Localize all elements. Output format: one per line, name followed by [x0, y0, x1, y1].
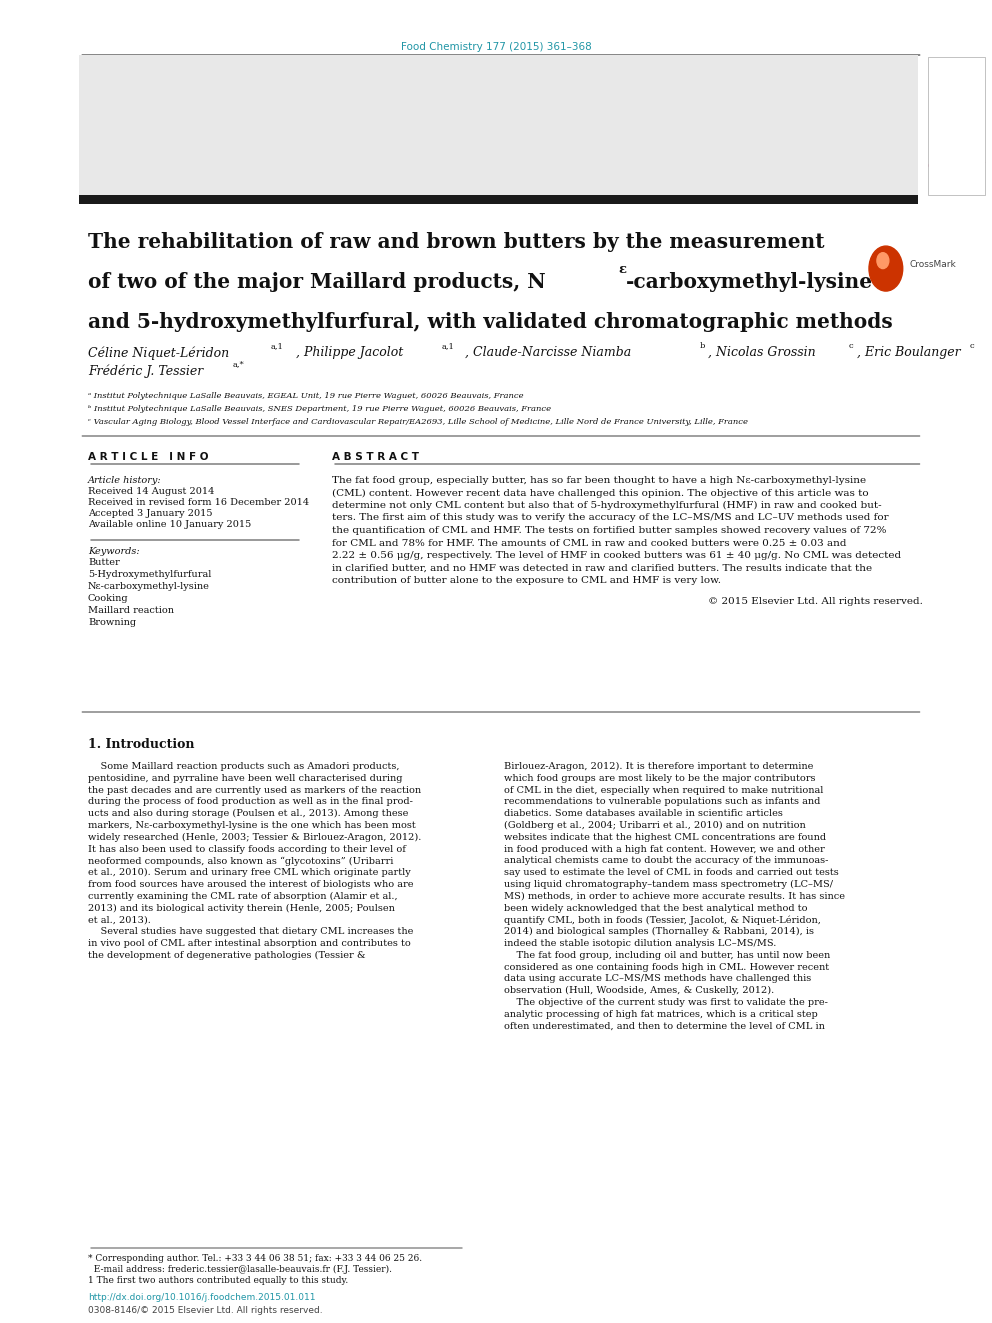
- Text: say used to estimate the level of CML in foods and carried out tests: say used to estimate the level of CML in…: [504, 868, 839, 877]
- Text: 1. Introduction: 1. Introduction: [88, 738, 194, 751]
- Text: Food Chemistry 177 (2015) 361–368: Food Chemistry 177 (2015) 361–368: [401, 42, 591, 52]
- Text: observation (Hull, Woodside, Ames, & Cuskelly, 2012).: observation (Hull, Woodside, Ames, & Cus…: [504, 986, 774, 995]
- Text: Contents lists available at: Contents lists available at: [427, 70, 565, 79]
- Text: Article history:: Article history:: [88, 476, 162, 486]
- Text: a,*: a,*: [233, 360, 245, 368]
- Text: considered as one containing foods high in CML. However recent: considered as one containing foods high …: [504, 963, 829, 971]
- Text: MS) methods, in order to achieve more accurate results. It has since: MS) methods, in order to achieve more ac…: [504, 892, 845, 901]
- Text: contribution of butter alone to the exposure to CML and HMF is very low.: contribution of butter alone to the expo…: [332, 576, 721, 585]
- Text: The objective of the current study was first to validate the pre-: The objective of the current study was f…: [504, 998, 828, 1007]
- Text: the past decades and are currently used as markers of the reaction: the past decades and are currently used …: [88, 786, 422, 795]
- Text: CrossMark: CrossMark: [910, 261, 956, 269]
- Text: from food sources have aroused the interest of biologists who are: from food sources have aroused the inter…: [88, 880, 414, 889]
- Text: (CML) content. However recent data have challenged this opinion. The objective o: (CML) content. However recent data have …: [332, 488, 869, 497]
- Text: , Eric Boulanger: , Eric Boulanger: [857, 347, 960, 359]
- Text: 1 The first two authors contributed equally to this study.: 1 The first two authors contributed equa…: [88, 1275, 348, 1285]
- Text: of CML in the diet, especially when required to make nutritional: of CML in the diet, especially when requ…: [504, 786, 823, 795]
- Text: ScienceDirect: ScienceDirect: [571, 70, 643, 79]
- Text: 5-Hydroxymethylfurfural: 5-Hydroxymethylfurfural: [88, 570, 211, 579]
- Text: ᶜ Vascular Aging Biology, Blood Vessel Interface and Cardiovascular Repair/EA269: ᶜ Vascular Aging Biology, Blood Vessel I…: [88, 418, 748, 426]
- Text: which food groups are most likely to be the major contributors: which food groups are most likely to be …: [504, 774, 815, 783]
- Text: et al., 2013).: et al., 2013).: [88, 916, 151, 925]
- Text: © 2015 Elsevier Ltd. All rights reserved.: © 2015 Elsevier Ltd. All rights reserved…: [707, 597, 923, 606]
- Text: c: c: [849, 343, 854, 351]
- Text: and 5-hydroxymethylfurfural, with validated chromatographic methods: and 5-hydroxymethylfurfural, with valida…: [88, 312, 893, 332]
- Text: CHEMISTRY: CHEMISTRY: [928, 161, 985, 171]
- Text: neoformed compounds, also known as “glycotoxins” (Uribarri: neoformed compounds, also known as “glyc…: [88, 856, 394, 865]
- Text: diabetics. Some databases available in scientific articles: diabetics. Some databases available in s…: [504, 810, 783, 818]
- Text: http://dx.doi.org/10.1016/j.foodchem.2015.01.011: http://dx.doi.org/10.1016/j.foodchem.201…: [88, 1293, 315, 1302]
- Text: The fat food group, including oil and butter, has until now been: The fat food group, including oil and bu…: [504, 951, 830, 959]
- Text: 2013) and its biological activity therein (Henle, 2005; Poulsen: 2013) and its biological activity therei…: [88, 904, 395, 913]
- Text: FOOD: FOOD: [931, 140, 981, 155]
- Text: in food produced with a high fat content. However, we and other: in food produced with a high fat content…: [504, 844, 824, 853]
- Text: a,1: a,1: [442, 343, 455, 351]
- Text: 0308-8146/© 2015 Elsevier Ltd. All rights reserved.: 0308-8146/© 2015 Elsevier Ltd. All right…: [88, 1306, 322, 1315]
- Text: markers, Nε-carboxymethyl-lysine is the one which has been most: markers, Nε-carboxymethyl-lysine is the …: [88, 822, 416, 830]
- Text: A B S T R A C T: A B S T R A C T: [332, 452, 419, 462]
- Text: of two of the major Maillard products, N: of two of the major Maillard products, N: [88, 273, 546, 292]
- Text: Céline Niquet-Léridon: Céline Niquet-Léridon: [88, 347, 229, 360]
- Text: Nε-carboxymethyl-lysine: Nε-carboxymethyl-lysine: [88, 582, 210, 591]
- Text: c: c: [970, 343, 974, 351]
- Text: , Philippe Jacolot: , Philippe Jacolot: [296, 347, 404, 359]
- Text: journal homepage: www.elsevier.com/locate/foodchem: journal homepage: www.elsevier.com/locat…: [353, 157, 639, 168]
- Text: for CML and 78% for HMF. The amounts of CML in raw and cooked butters were 0.25 : for CML and 78% for HMF. The amounts of …: [332, 538, 846, 548]
- Text: , Claude-Narcisse Niamba: , Claude-Narcisse Niamba: [465, 347, 631, 359]
- Text: ε: ε: [618, 263, 626, 277]
- Text: Cooking: Cooking: [88, 594, 129, 603]
- Text: The fat food group, especially butter, has so far been thought to have a high Nε: The fat food group, especially butter, h…: [332, 476, 866, 486]
- Text: analytic processing of high fat matrices, which is a critical step: analytic processing of high fat matrices…: [504, 1009, 817, 1019]
- Text: Accepted 3 January 2015: Accepted 3 January 2015: [88, 509, 212, 519]
- Text: Food Chemistry: Food Chemistry: [373, 105, 619, 136]
- Text: ᵇ Institut Polytechnique LaSalle Beauvais, SNES Department, 19 rue Pierre Waguet: ᵇ Institut Polytechnique LaSalle Beauvai…: [88, 405, 552, 413]
- Text: It has also been used to classify foods according to their level of: It has also been used to classify foods …: [88, 844, 406, 853]
- Text: analytical chemists came to doubt the accuracy of the immunoas-: analytical chemists came to doubt the ac…: [504, 856, 828, 865]
- Text: Birlouez-Aragon, 2012). It is therefore important to determine: Birlouez-Aragon, 2012). It is therefore …: [504, 762, 813, 771]
- Text: Frédéric J. Tessier: Frédéric J. Tessier: [88, 364, 203, 377]
- Text: Keywords:: Keywords:: [88, 546, 140, 556]
- Text: determine not only CML content but also that of 5-hydroxymethylfurfural (HMF) in: determine not only CML content but also …: [332, 501, 882, 511]
- Text: indeed the stable isotopic dilution analysis LC–MS/MS.: indeed the stable isotopic dilution anal…: [504, 939, 777, 949]
- Text: during the process of food production as well as in the final prod-: during the process of food production as…: [88, 798, 413, 807]
- Text: ᵃ Institut Polytechnique LaSalle Beauvais, EGEAL Unit, 19 rue Pierre Waguet, 600: ᵃ Institut Polytechnique LaSalle Beauvai…: [88, 392, 524, 400]
- Text: the quantification of CML and HMF. The tests on fortified butter samples showed : the quantification of CML and HMF. The t…: [332, 527, 887, 534]
- Text: ELSEVIER: ELSEVIER: [98, 183, 172, 197]
- Text: quantify CML, both in foods (Tessier, Jacolot, & Niquet-Léridon,: quantify CML, both in foods (Tessier, Ja…: [504, 916, 820, 925]
- Text: recommendations to vulnerable populations such as infants and: recommendations to vulnerable population…: [504, 798, 820, 807]
- Text: The rehabilitation of raw and brown butters by the measurement: The rehabilitation of raw and brown butt…: [88, 232, 824, 251]
- Text: et al., 2010). Serum and urinary free CML which originate partly: et al., 2010). Serum and urinary free CM…: [88, 868, 411, 877]
- Text: often underestimated, and then to determine the level of CML in: often underestimated, and then to determ…: [504, 1021, 825, 1031]
- Text: using liquid chromatography–tandem mass spectrometry (LC–MS/: using liquid chromatography–tandem mass …: [504, 880, 833, 889]
- Text: -carboxymethyl-lysine: -carboxymethyl-lysine: [626, 273, 873, 292]
- Text: E-mail address: frederic.tessier@lasalle-beauvais.fr (F.J. Tessier).: E-mail address: frederic.tessier@lasalle…: [88, 1265, 392, 1274]
- Text: Maillard reaction: Maillard reaction: [88, 606, 174, 615]
- Text: data using accurate LC–MS/MS methods have challenged this: data using accurate LC–MS/MS methods hav…: [504, 975, 811, 983]
- Text: * Corresponding author. Tel.: +33 3 44 06 38 51; fax: +33 3 44 06 25 26.: * Corresponding author. Tel.: +33 3 44 0…: [88, 1254, 423, 1263]
- Text: Browning: Browning: [88, 618, 136, 627]
- Text: websites indicate that the highest CML concentrations are found: websites indicate that the highest CML c…: [504, 832, 826, 841]
- Text: in vivo pool of CML after intestinal absorption and contributes to: in vivo pool of CML after intestinal abs…: [88, 939, 411, 949]
- Text: been widely acknowledged that the best analytical method to: been widely acknowledged that the best a…: [504, 904, 807, 913]
- Text: Butter: Butter: [88, 558, 120, 568]
- Text: b: b: [700, 343, 705, 351]
- Text: (Goldberg et al., 2004; Uribarri et al., 2010) and on nutrition: (Goldberg et al., 2004; Uribarri et al.,…: [504, 822, 806, 830]
- Text: 2014) and biological samples (Thornalley & Rabbani, 2014), is: 2014) and biological samples (Thornalley…: [504, 927, 814, 937]
- Text: 2.22 ± 0.56 μg/g, respectively. The level of HMF in cooked butters was 61 ± 40 μ: 2.22 ± 0.56 μg/g, respectively. The leve…: [332, 550, 901, 560]
- Text: pentosidine, and pyrraline have been well characterised during: pentosidine, and pyrraline have been wel…: [88, 774, 403, 783]
- Text: ucts and also during storage (Poulsen et al., 2013). Among these: ucts and also during storage (Poulsen et…: [88, 810, 409, 819]
- Text: currently examining the CML rate of absorption (Alamir et al.,: currently examining the CML rate of abso…: [88, 892, 398, 901]
- Text: Available online 10 January 2015: Available online 10 January 2015: [88, 520, 251, 529]
- Text: Received 14 August 2014: Received 14 August 2014: [88, 487, 214, 496]
- Text: Received in revised form 16 December 2014: Received in revised form 16 December 201…: [88, 497, 310, 507]
- Text: a,1: a,1: [271, 343, 284, 351]
- Text: , Nicolas Grossin: , Nicolas Grossin: [708, 347, 815, 359]
- Text: A R T I C L E   I N F O: A R T I C L E I N F O: [88, 452, 208, 462]
- Text: in clarified butter, and no HMF was detected in raw and clarified butters. The r: in clarified butter, and no HMF was dete…: [332, 564, 872, 573]
- Text: ters. The first aim of this study was to verify the accuracy of the LC–MS/MS and: ters. The first aim of this study was to…: [332, 513, 889, 523]
- Text: Some Maillard reaction products such as Amadori products,: Some Maillard reaction products such as …: [88, 762, 400, 771]
- Text: Several studies have suggested that dietary CML increases the: Several studies have suggested that diet…: [88, 927, 414, 937]
- Text: the development of degenerative pathologies (Tessier &: the development of degenerative patholog…: [88, 951, 366, 960]
- Text: widely researched (Henle, 2003; Tessier & Birlouez-Aragon, 2012).: widely researched (Henle, 2003; Tessier …: [88, 832, 422, 841]
